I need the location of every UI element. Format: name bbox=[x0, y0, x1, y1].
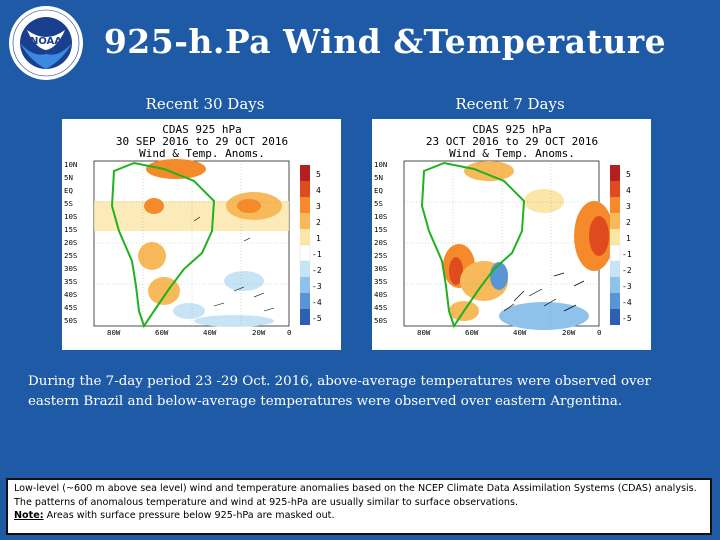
map-header-2: 30 SEP 2016 to 29 OCT 2016 bbox=[116, 135, 288, 148]
legend-7: 5 4 3 2 1 -1 -2 -3 -4 -5 bbox=[609, 165, 632, 325]
lat-label: 30S bbox=[64, 264, 77, 273]
lat-label: 15S bbox=[64, 225, 77, 234]
legend-label: -3 bbox=[312, 282, 322, 291]
footnote-note-label: Note: bbox=[14, 510, 44, 521]
legend-label: 4 bbox=[316, 186, 321, 195]
lon-label: 20W bbox=[252, 328, 266, 337]
lat-label: 10N bbox=[374, 160, 387, 169]
lat-label: 45S bbox=[374, 303, 387, 312]
legend-label: -1 bbox=[312, 250, 322, 259]
lat-label: EQ bbox=[64, 186, 73, 195]
legend-label: 5 bbox=[316, 170, 321, 179]
lon-label: 0 bbox=[597, 328, 601, 337]
lat-label: 5N bbox=[64, 173, 73, 182]
description-text: During the 7-day period 23 -29 Oct. 2016… bbox=[28, 374, 651, 409]
lat-label: 40S bbox=[374, 290, 387, 299]
lat-label: 25S bbox=[64, 251, 77, 260]
lon-label: 80W bbox=[417, 328, 431, 337]
lat-label: EQ bbox=[374, 186, 383, 195]
legend-30: 5 4 3 2 1 -1 -2 -3 -4 -5 bbox=[299, 165, 322, 325]
legend-label: -1 bbox=[622, 250, 632, 259]
lon-label: 40W bbox=[513, 328, 527, 337]
lat-label: 45S bbox=[64, 303, 77, 312]
logo-text: NOAA bbox=[30, 36, 62, 47]
lat-label: 40S bbox=[64, 290, 77, 299]
lon-labels-7: 80W 60W 40W 20W 0 bbox=[417, 328, 601, 337]
lat-label: 5N bbox=[374, 173, 383, 182]
map-header-1: CDAS 925 hPa bbox=[472, 123, 551, 136]
lat-label: 25S bbox=[374, 251, 387, 260]
legend-label: -5 bbox=[312, 314, 322, 323]
lon-labels-30: 80W 60W 40W 20W 0 bbox=[107, 328, 291, 337]
map-header-1: CDAS 925 hPa bbox=[162, 123, 241, 136]
wind-arrows-7 bbox=[503, 272, 585, 312]
lon-label: 40W bbox=[203, 328, 217, 337]
legend-label: -2 bbox=[622, 266, 632, 275]
legend-label: 4 bbox=[626, 186, 631, 195]
legend-label: -4 bbox=[622, 298, 632, 307]
footnote-note-text: Areas with surface pressure below 925-hP… bbox=[43, 510, 335, 521]
legend-label: 3 bbox=[626, 202, 631, 211]
lon-label: 60W bbox=[465, 328, 479, 337]
wind-arrows-30 bbox=[193, 216, 275, 312]
lat-labels-30: 10N 5N EQ 5S 10S 15S 20S 25S 30S 35S 40S… bbox=[64, 160, 77, 325]
lat-label: 35S bbox=[374, 277, 387, 286]
legend-label: -5 bbox=[622, 314, 632, 323]
lat-labels-7: 10N 5N EQ 5S 10S 15S 20S 25S 30S 35S 40S… bbox=[374, 160, 387, 325]
lat-label: 20S bbox=[374, 238, 387, 247]
noaa-logo: NOAA bbox=[9, 6, 83, 80]
panel-left-subtitle: Recent 30 Days bbox=[145, 95, 265, 113]
lon-label: 80W bbox=[107, 328, 121, 337]
map-header-3: Wind & Temp. Anoms. bbox=[449, 147, 575, 160]
lat-label: 35S bbox=[64, 277, 77, 286]
footnote-box: Low-level (~600 m above sea level) wind … bbox=[6, 478, 712, 535]
legend-label: 1 bbox=[316, 234, 321, 243]
legend-label: 5 bbox=[626, 170, 631, 179]
lat-label: 5S bbox=[64, 199, 73, 208]
lat-label: 30S bbox=[374, 264, 387, 273]
lon-label: 0 bbox=[287, 328, 291, 337]
map-header-2: 23 OCT 2016 to 29 OCT 2016 bbox=[426, 135, 598, 148]
legend-label: -4 bbox=[312, 298, 322, 307]
legend-label: 1 bbox=[626, 234, 631, 243]
lat-label: 15S bbox=[374, 225, 387, 234]
legend-label: 2 bbox=[626, 218, 631, 227]
lat-label: 50S bbox=[64, 316, 77, 325]
lat-label: 10S bbox=[374, 212, 387, 221]
lat-label: 10N bbox=[64, 160, 77, 169]
legend-label: -2 bbox=[312, 266, 322, 275]
panel-right-subtitle: Recent 7 Days bbox=[455, 95, 565, 113]
map-30-days: CDAS 925 hPa 30 SEP 2016 to 29 OCT 2016 … bbox=[64, 123, 322, 337]
map-panel-30-days: CDAS 925 hPa 30 SEP 2016 to 29 OCT 2016 … bbox=[62, 119, 341, 350]
lat-label: 5S bbox=[374, 199, 383, 208]
lat-label: 20S bbox=[64, 238, 77, 247]
page-title: 925-h.Pa Wind &Temperature bbox=[103, 22, 667, 61]
footnote-text: Low-level (~600 m above sea level) wind … bbox=[14, 483, 697, 508]
map-panel-7-days: CDAS 925 hPa 23 OCT 2016 to 29 OCT 2016 … bbox=[372, 119, 651, 350]
map-7-days: CDAS 925 hPa 23 OCT 2016 to 29 OCT 2016 … bbox=[374, 123, 632, 337]
legend-label: 2 bbox=[316, 218, 321, 227]
legend-label: -3 bbox=[622, 282, 632, 291]
lon-label: 60W bbox=[155, 328, 169, 337]
lon-label: 20W bbox=[562, 328, 576, 337]
legend-label: 3 bbox=[316, 202, 321, 211]
lat-label: 10S bbox=[64, 212, 77, 221]
map-header-3: Wind & Temp. Anoms. bbox=[139, 147, 265, 160]
lat-label: 50S bbox=[374, 316, 387, 325]
